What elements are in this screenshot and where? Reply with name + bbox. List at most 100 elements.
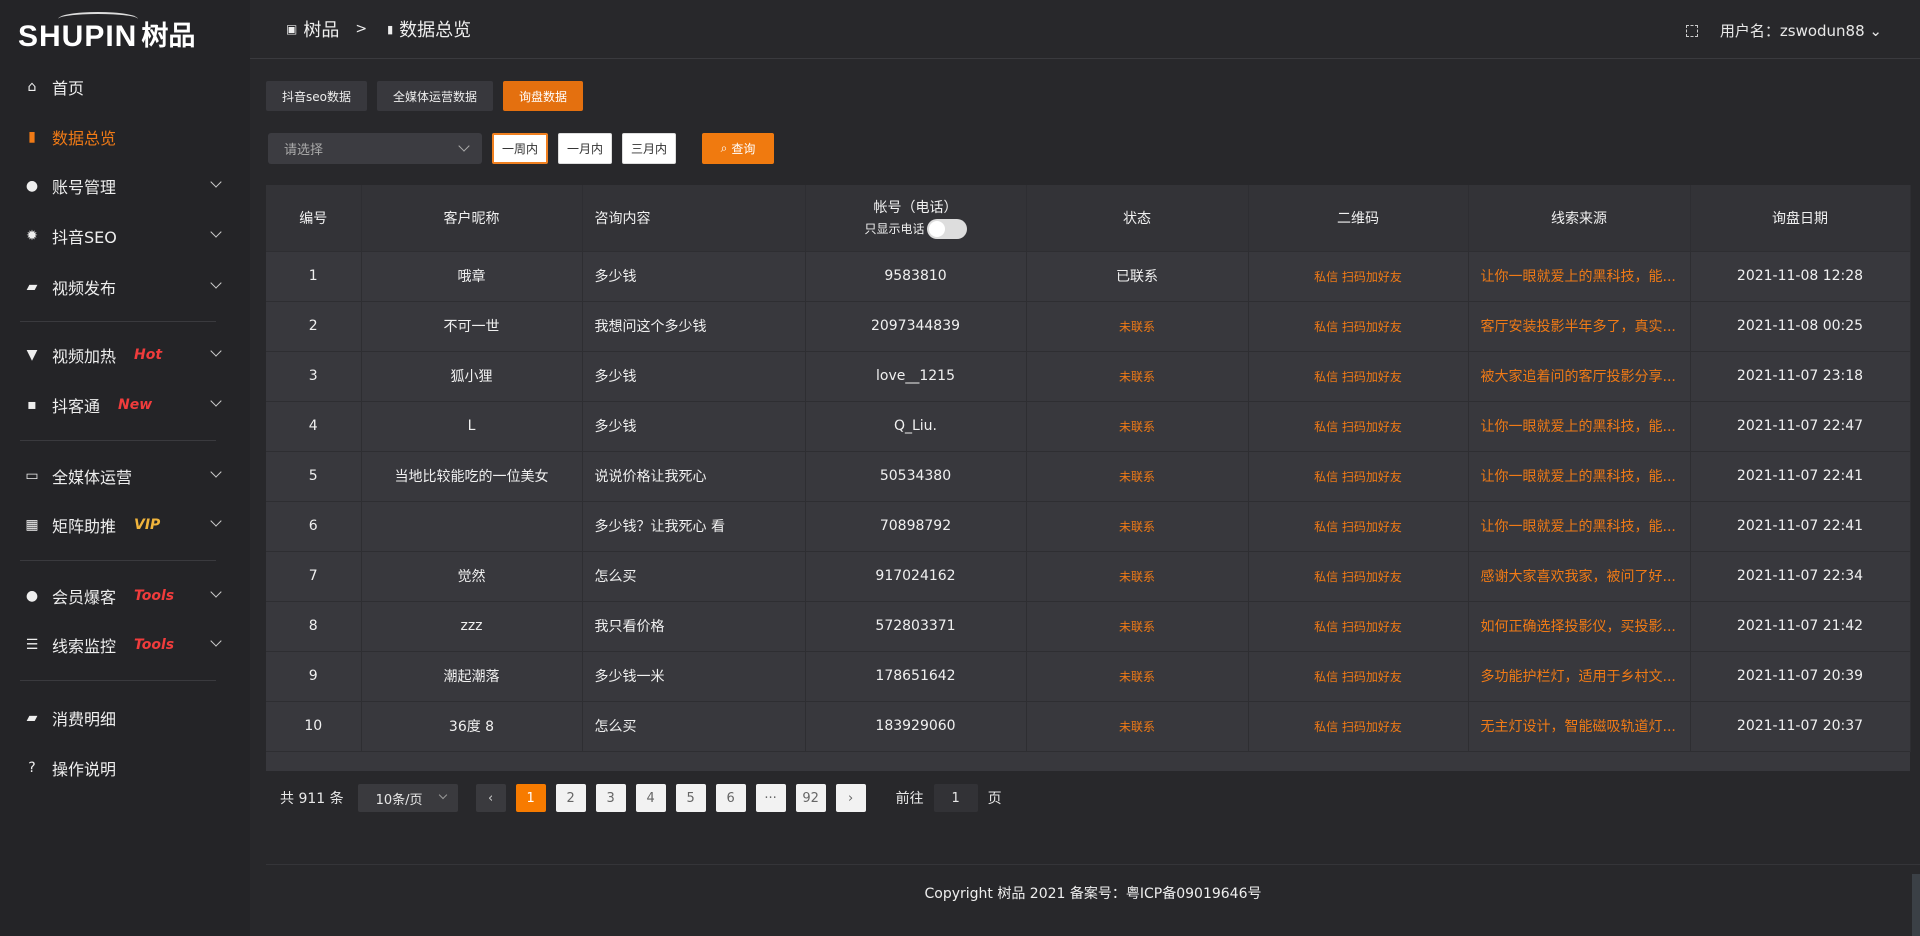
sidebar-item[interactable]: ▭ 全媒体运营 — [0, 456, 250, 496]
sidebar-item-label: 线索监控 — [52, 637, 117, 656]
table-row[interactable]: 10 36度 8 怎么买 183929060 未联系 私信 扫码加好友 无主灯设计，智能磁吸… — [266, 701, 1911, 752]
page-button[interactable]: 4 — [635, 784, 666, 812]
sidebar-item[interactable]: ▮ 数据总览 — [0, 117, 250, 157]
qr-action[interactable]: 私信 扫码加好友 — [1248, 601, 1469, 652]
customer-nickname: 潮起潮落 — [361, 651, 583, 702]
column-header: 二维码 — [1248, 185, 1469, 252]
wallet-icon: ▰ — [26, 710, 38, 726]
sidebar-item[interactable]: ▰ 消费明细 — [0, 698, 250, 738]
tab-0[interactable]: 抖音seo数据 — [266, 81, 367, 111]
status: 未联系 — [1026, 601, 1249, 652]
chevron-down-icon — [210, 586, 222, 598]
inquiry-content: 多少钱 — [582, 251, 806, 302]
table-row[interactable]: 1 哦章 多少钱 9583810 已联系 私信 扫码加好友 让你一眼就爱上的黑科技，能...… — [266, 251, 1911, 302]
table-row[interactable]: 7 觉然 怎么买 917024162 未联系 私信 扫码加好友 感谢大家喜欢我家，被问了好.… — [266, 551, 1911, 602]
sidebar-item-label: 账号管理 — [52, 178, 117, 197]
breadcrumb-home[interactable]: 树品 — [303, 20, 340, 41]
sidebar-item[interactable]: ⌂ 首页 — [0, 67, 250, 107]
page-size-select[interactable]: 10条/页 — [357, 784, 458, 812]
sidebar-item[interactable]: ▦ 矩阵助推 VIP — [0, 505, 250, 545]
qr-action[interactable]: 私信 扫码加好友 — [1248, 501, 1469, 552]
qr-action[interactable]: 私信 扫码加好友 — [1248, 701, 1469, 752]
qr-action[interactable]: 私信 扫码加好友 — [1248, 551, 1469, 602]
customer-nickname: 哦章 — [361, 251, 583, 302]
scrollbar[interactable] — [1912, 874, 1920, 936]
qr-action[interactable]: 私信 扫码加好友 — [1248, 301, 1469, 352]
qr-action[interactable]: 私信 扫码加好友 — [1248, 651, 1469, 702]
gear-icon: ✹ — [26, 228, 38, 244]
inquiry-date: 2021-11-07 23:18 — [1690, 351, 1911, 402]
tab-2[interactable]: 询盘数据 — [503, 81, 584, 111]
page-button[interactable]: 1 — [515, 784, 546, 812]
lead-source[interactable]: 感谢大家喜欢我家，被问了好... — [1468, 551, 1691, 602]
lead-source[interactable]: 被大家追着问的客厅投影分享... — [1468, 351, 1691, 402]
range-button[interactable]: 三月内 — [622, 133, 677, 164]
status: 未联系 — [1026, 301, 1249, 352]
table-row[interactable]: 5 当地比较能吃的一位美女 说说价格让我死心 50534380 未联系 私信 扫码加好友让… — [266, 451, 1911, 502]
range-button[interactable]: 一月内 — [558, 133, 613, 164]
sidebar-item[interactable]: ▼ 视频加热 Hot — [0, 335, 250, 375]
lead-source[interactable]: 让你一眼就爱上的黑科技，能... — [1468, 501, 1691, 552]
tab-1[interactable]: 全媒体运营数据 — [376, 81, 493, 111]
prev-page-button[interactable]: ‹ — [475, 784, 506, 812]
status: 未联系 — [1026, 401, 1249, 452]
logo[interactable]: SHUPIN 树品 — [18, 12, 196, 54]
page-button[interactable]: 2 — [555, 784, 586, 812]
page-button[interactable]: 5 — [675, 784, 706, 812]
lead-source[interactable]: 让你一眼就爱上的黑科技，能... — [1468, 401, 1691, 452]
lead-source[interactable]: 让你一眼就爱上的黑科技，能... — [1468, 251, 1691, 302]
goto-suffix: 页 — [987, 791, 1002, 807]
table-row[interactable]: 9 潮起潮落 多少钱一米 178651642 未联系 私信 扫码加好友 多功能护栏灯，适用于… — [266, 651, 1911, 702]
qr-action[interactable]: 私信 扫码加好友 — [1248, 251, 1469, 302]
column-header: 状态 — [1026, 185, 1249, 252]
status: 已联系 — [1026, 251, 1249, 302]
username: 用户名：zswodun88 — [1719, 22, 1865, 40]
footer-divider — [266, 864, 1920, 865]
sidebar-divider — [20, 680, 216, 681]
sidebar-item[interactable]: ☰ 线索监控 Tools — [0, 625, 250, 665]
qr-action[interactable]: 私信 扫码加好友 — [1248, 451, 1469, 502]
lead-source[interactable]: 多功能护栏灯，适用于乡村文... — [1468, 651, 1691, 702]
next-page-button[interactable]: › — [835, 784, 866, 812]
table-row[interactable]: 6 多少钱？让我死心 看 70898792 未联系 私信 扫码加好友 让你一眼就爱上的黑科… — [266, 501, 1911, 552]
table-row[interactable]: 4 L 多少钱 Q_Liu. 未联系 私信 扫码加好友 让你一眼就爱上的黑科技，能... 20… — [266, 401, 1911, 452]
lead-source[interactable]: 无主灯设计，智能磁吸轨道灯... — [1468, 701, 1691, 752]
table-row[interactable]: 3 狐小狸 多少钱 love__1215 未联系 私信 扫码加好友 被大家追着问的客厅投影分… — [266, 351, 1911, 402]
query-button[interactable]: ⌕ 查询 — [702, 133, 775, 164]
phone-filter: 只显示电话 — [806, 218, 1026, 239]
sidebar-item[interactable]: ● 账号管理 — [0, 166, 250, 206]
bar-chart-icon: ▮ — [28, 129, 36, 145]
sidebar-item-label: 抖客通 — [52, 397, 101, 416]
lead-source[interactable]: 客厅安装投影半年多了，真实... — [1468, 301, 1691, 352]
qr-action[interactable]: 私信 扫码加好友 — [1248, 351, 1469, 402]
status: 未联系 — [1026, 351, 1249, 402]
source-select[interactable]: 请选择 — [268, 133, 482, 164]
select-placeholder: 请选择 — [284, 143, 324, 158]
row-id: 7 — [266, 551, 362, 602]
chevron-down-icon — [210, 176, 222, 188]
sidebar-item[interactable]: ▪ 抖客通 New — [0, 385, 250, 425]
lead-source[interactable]: 让你一眼就爱上的黑科技，能... — [1468, 451, 1691, 502]
fullscreen-icon[interactable] — [1685, 24, 1698, 37]
page-button[interactable]: ··· — [755, 784, 786, 812]
page-button[interactable]: 3 — [595, 784, 626, 812]
range-button[interactable]: 一周内 — [492, 133, 549, 164]
row-id: 8 — [266, 601, 362, 652]
qr-action[interactable]: 私信 扫码加好友 — [1248, 401, 1469, 452]
sidebar-item[interactable]: ? 操作说明 — [0, 748, 250, 788]
sidebar-item-label: 会员爆客 — [52, 588, 117, 607]
logo-text-cn: 树品 — [141, 21, 196, 52]
page-button[interactable]: 6 — [715, 784, 746, 812]
sidebar-item[interactable]: ✹ 抖音SEO — [0, 216, 250, 256]
goto-page-input[interactable]: 1 — [933, 784, 978, 812]
table-row[interactable]: 2 不可一世 我想问这个多少钱 2097344839 未联系 私信 扫码加好友 客厅安装投影… — [266, 301, 1911, 352]
lead-source[interactable]: 如何正确选择投影仪，买投影... — [1468, 601, 1691, 652]
sidebar-item[interactable]: ● 会员爆客 Tools — [0, 576, 250, 616]
phone-only-toggle[interactable] — [926, 218, 967, 239]
sidebar-item[interactable]: ▰ 视频发布 — [0, 267, 250, 307]
user-menu[interactable]: 用户名：zswodun88 ⌄ — [1720, 20, 1882, 41]
table-row[interactable]: 8 zzz 我只看价格 572803371 未联系 私信 扫码加好友 如何正确选择投影仪，买… — [266, 601, 1911, 652]
breadcrumb: ▣ 树品 > ▮ 数据总览 — [286, 16, 471, 42]
page-button[interactable]: 92 — [795, 784, 826, 812]
paint-roller-icon: ▼ — [26, 347, 38, 363]
